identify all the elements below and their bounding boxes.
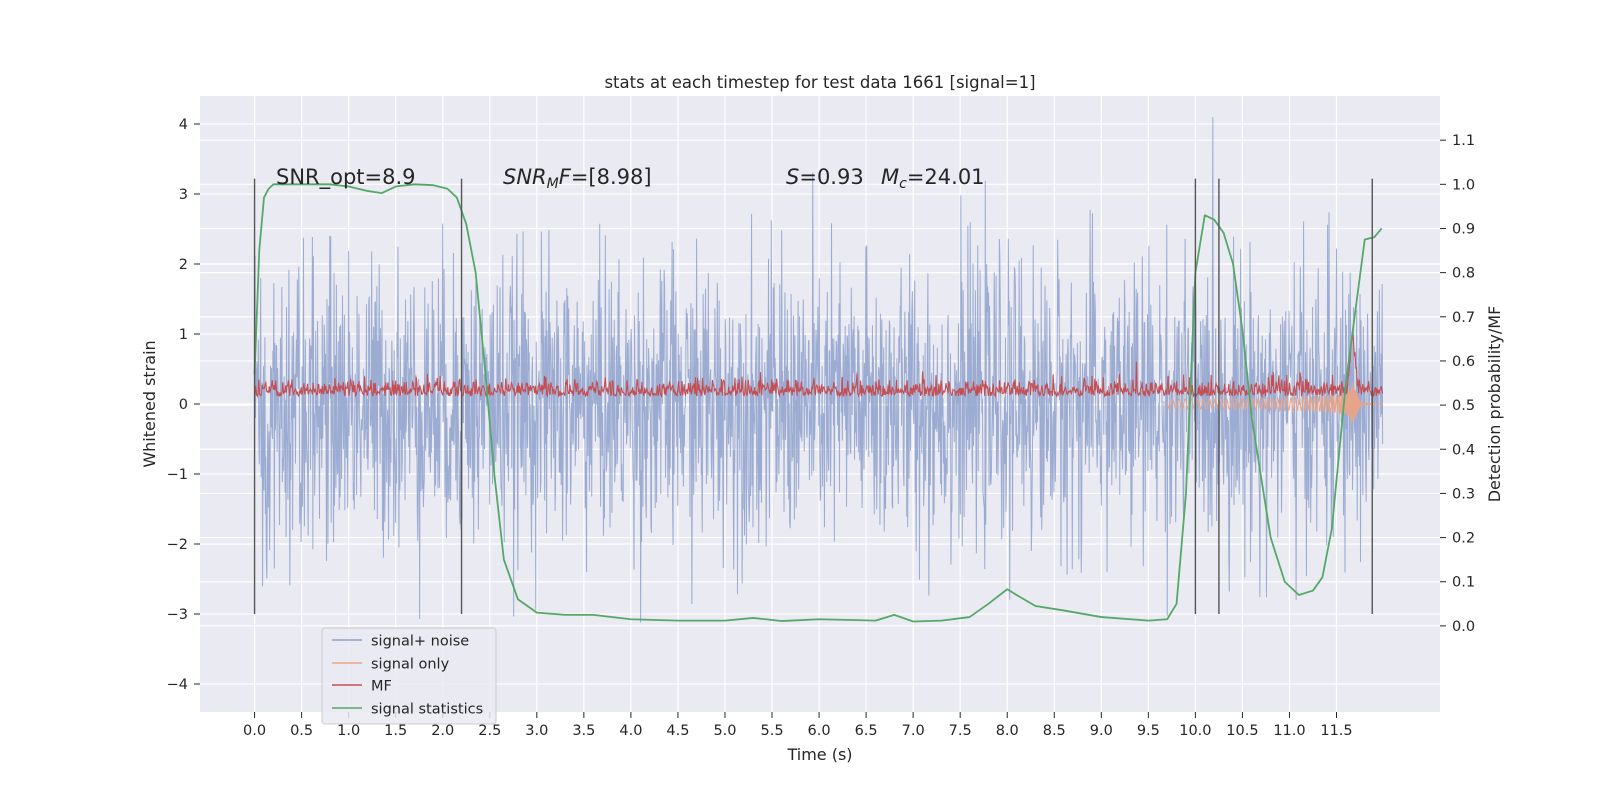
- legend-box: [321, 627, 497, 725]
- series-signal-only: [1166, 382, 1383, 423]
- y2-tick-label-11: 1.1: [1452, 133, 1475, 149]
- annotation-snr-mf-value: =[8.98]: [571, 165, 652, 189]
- annotation-snr-mf-symbol: SNR: [503, 165, 547, 189]
- axis-ticks: 0.0 0.5 1.0 1.5 2.0 2.5 3.0 3.5 4.0 4.5 5.0 5.5 6.0 6…: [167, 117, 1475, 739]
- y2-tick-label-8: 0.8: [1452, 266, 1475, 282]
- y2-tick-label-1: 0.1: [1452, 575, 1475, 591]
- legend-label-signal-only: signal only: [371, 657, 450, 673]
- y-tick-label-7: 3: [179, 187, 188, 203]
- annotation-snr-mf: SNRMF=[8.98]: [503, 165, 652, 192]
- mf-line: [254, 334, 1384, 399]
- y-tick-label-8: 4: [179, 117, 188, 133]
- x-tick-label-18: 9.0: [1090, 723, 1113, 739]
- series-signal-noise: [254, 116, 1384, 623]
- y2-tick-label-6: 0.6: [1452, 354, 1475, 370]
- signal-statistics-line: [253, 183, 1383, 623]
- annotation-snr-opt: SNR_opt=8.9: [276, 165, 416, 190]
- y-tick-label-4: 0: [179, 397, 188, 413]
- y2-tick-label-7: 0.7: [1452, 310, 1475, 326]
- y-tick-label-1: −3: [167, 607, 188, 623]
- y2-tick-label-2: 0.2: [1452, 531, 1475, 547]
- series-signal-statistics: [253, 183, 1383, 623]
- x-tick-label-22: 11.0: [1273, 723, 1305, 739]
- x-tick-label-2: 1.0: [337, 723, 360, 739]
- annotation-snr-mf-symbol-2: F: [559, 165, 572, 189]
- x-tick-label-21: 10.5: [1226, 723, 1258, 739]
- legend-label-mf: MF: [371, 679, 392, 695]
- annotations: SNR_opt=8.9 SNRMF=[8.98] S=0.93 Mc=24.01: [276, 165, 985, 192]
- y-tick-label-5: 1: [179, 327, 188, 343]
- x-tick-label-17: 8.5: [1043, 723, 1066, 739]
- y2-tick-label-5: 0.5: [1452, 398, 1475, 414]
- x-tick-label-10: 5.0: [713, 723, 736, 739]
- y2-tick-label-9: 0.9: [1452, 221, 1475, 237]
- annotation-s-symbol: S: [786, 165, 799, 189]
- y2-axis-label: Detection probability/MF: [1485, 306, 1504, 503]
- x-tick-label-6: 3.0: [525, 723, 548, 739]
- x-tick-label-20: 10.0: [1179, 723, 1211, 739]
- chart-title: stats at each timestep for test data 166…: [604, 73, 1035, 92]
- y-tick-label-6: 2: [179, 257, 188, 273]
- x-tick-label-8: 4.0: [619, 723, 642, 739]
- legend-label-signal-noise: signal+ noise: [371, 634, 469, 650]
- y2-tick-label-4: 0.4: [1452, 442, 1475, 458]
- x-tick-label-0: 0.0: [243, 723, 266, 739]
- x-tick-label-12: 6.0: [808, 723, 831, 739]
- x-tick-label-14: 7.0: [902, 723, 925, 739]
- legend-label-signal-statistics: signal statistics: [371, 702, 483, 718]
- x-tick-label-5: 2.5: [478, 723, 501, 739]
- x-axis-label: Time (s): [786, 745, 852, 764]
- series-mf: [254, 334, 1384, 399]
- y-axis-label: Whitened strain: [140, 340, 159, 467]
- signal-noise-line: [254, 116, 1384, 623]
- legend: signal+ noise signal only MF signal stat…: [321, 627, 497, 725]
- annotation-snr-mf-subscript: M: [547, 176, 559, 192]
- x-tick-label-1: 0.5: [290, 723, 313, 739]
- x-tick-label-16: 8.0: [996, 723, 1019, 739]
- x-tick-label-4: 2.0: [431, 723, 454, 739]
- annotation-mc: Mc=24.01: [881, 165, 985, 192]
- x-tick-label-9: 4.5: [666, 723, 689, 739]
- x-tick-label-19: 9.5: [1137, 723, 1160, 739]
- x-tick-label-15: 7.5: [949, 723, 972, 739]
- y-tick-label-3: −1: [167, 467, 188, 483]
- y2-tick-label-10: 1.0: [1452, 177, 1475, 193]
- x-tick-label-23: 11.5: [1320, 723, 1352, 739]
- y2-tick-label-0: 0.0: [1452, 619, 1475, 635]
- annotation-s-value: =0.93: [799, 165, 863, 189]
- vertical-markers: [253, 178, 1373, 614]
- signal-only-line: [1166, 382, 1383, 423]
- y2-tick-label-3: 0.3: [1452, 486, 1475, 502]
- y-tick-label-0: −4: [167, 677, 188, 693]
- annotation-s: S=0.93: [786, 165, 864, 189]
- x-tick-label-3: 1.5: [384, 723, 407, 739]
- x-tick-label-11: 5.5: [760, 723, 783, 739]
- annotation-mc-value: =24.01: [907, 165, 985, 189]
- x-tick-label-7: 3.5: [572, 723, 595, 739]
- annotation-mc-subscript: c: [899, 176, 907, 192]
- y-tick-label-2: −2: [167, 537, 188, 553]
- annotation-mc-symbol: M: [881, 165, 899, 189]
- x-tick-label-13: 6.5: [855, 723, 878, 739]
